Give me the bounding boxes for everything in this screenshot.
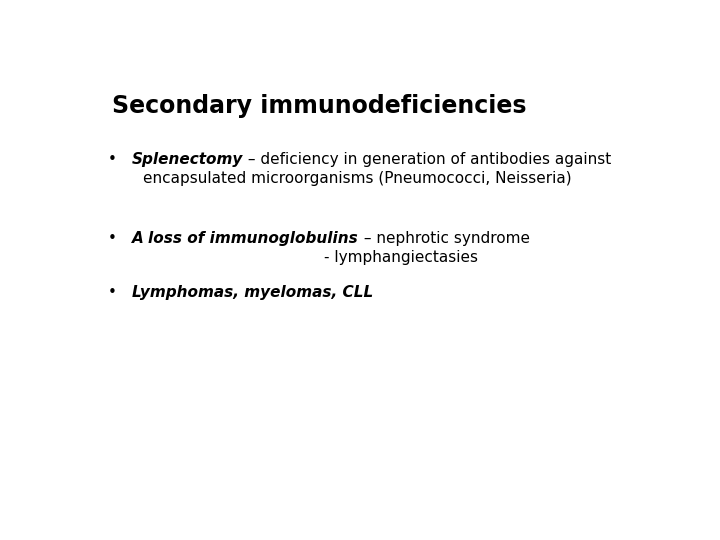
Text: •: • — [108, 152, 117, 167]
Text: A loss of immunoglobulins: A loss of immunoglobulins — [132, 231, 359, 246]
Text: •: • — [108, 231, 117, 246]
Text: •: • — [108, 285, 117, 300]
Text: – deficiency in generation of antibodies against: – deficiency in generation of antibodies… — [243, 152, 611, 167]
Text: Splenectomy: Splenectomy — [132, 152, 243, 167]
Text: Lymphomas, myelomas, CLL: Lymphomas, myelomas, CLL — [132, 285, 373, 300]
Text: encapsulated microorganisms (Pneumococci, Neisseria): encapsulated microorganisms (Pneumococci… — [143, 171, 572, 186]
Text: - lymphangiectasies: - lymphangiectasies — [324, 250, 478, 265]
Text: Secondary immunodeficiencies: Secondary immunodeficiencies — [112, 94, 527, 118]
Text: – nephrotic syndrome: – nephrotic syndrome — [359, 231, 530, 246]
